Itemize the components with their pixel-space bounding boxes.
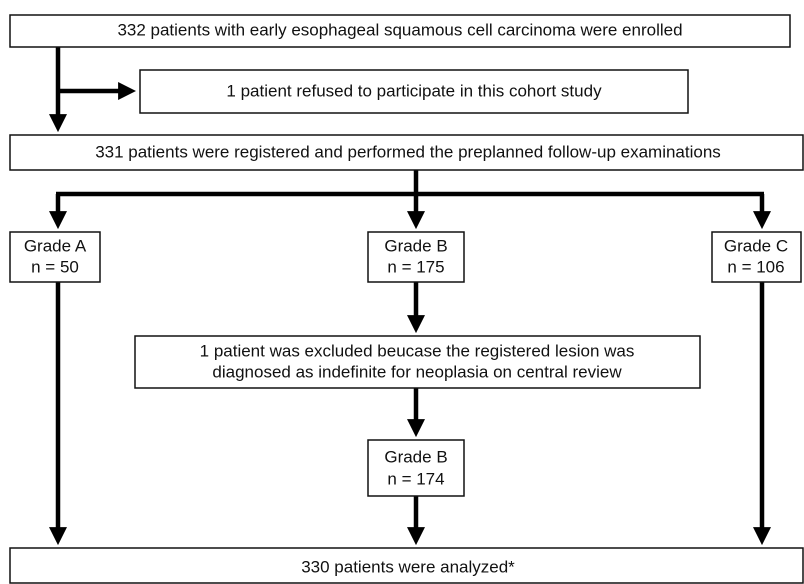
node-text: diagnosed as indefinite for neoplasia on… <box>212 362 622 381</box>
node-registered: 331 patients were registered and perform… <box>9 134 804 171</box>
box <box>139 69 689 114</box>
box <box>9 547 804 584</box>
box <box>711 231 802 283</box>
node-text: Grade B <box>384 236 447 255</box>
box <box>134 335 701 389</box>
box <box>367 231 465 283</box>
node-text: 331 patients were registered and perform… <box>95 142 721 161</box>
node-text: 332 patients with early esophageal squam… <box>117 20 682 39</box>
node-excluded: 1 patient was excluded beucase the regis… <box>134 335 701 389</box>
node-text: Grade A <box>24 236 87 255</box>
node-refused: 1 patient refused to participate in this… <box>139 69 689 114</box>
node-text: n = 50 <box>31 257 79 276</box>
node-enrolled: 332 patients with early esophageal squam… <box>9 14 791 48</box>
node-grade-a: Grade A n = 50 <box>9 231 101 283</box>
box <box>9 14 791 48</box>
box <box>9 231 101 283</box>
node-grade-c: Grade C n = 106 <box>711 231 802 283</box>
box <box>367 439 465 497</box>
node-text: n = 174 <box>387 469 444 488</box>
node-text: Grade B <box>384 447 447 466</box>
node-text: n = 106 <box>727 257 784 276</box>
node-text: 1 patient was excluded beucase the regis… <box>200 341 635 360</box>
node-text: 330 patients were analyzed* <box>301 557 515 576</box>
node-grade-b-final: Grade B n = 174 <box>367 439 465 497</box>
node-text: n = 175 <box>387 257 444 276</box>
node-text: 1 patient refused to participate in this… <box>226 81 602 100</box>
connectors <box>49 47 771 546</box>
node-analyzed: 330 patients were analyzed* <box>9 547 804 584</box>
node-text: Grade C <box>724 236 788 255</box>
node-grade-b: Grade B n = 175 <box>367 231 465 283</box>
box <box>9 134 804 171</box>
